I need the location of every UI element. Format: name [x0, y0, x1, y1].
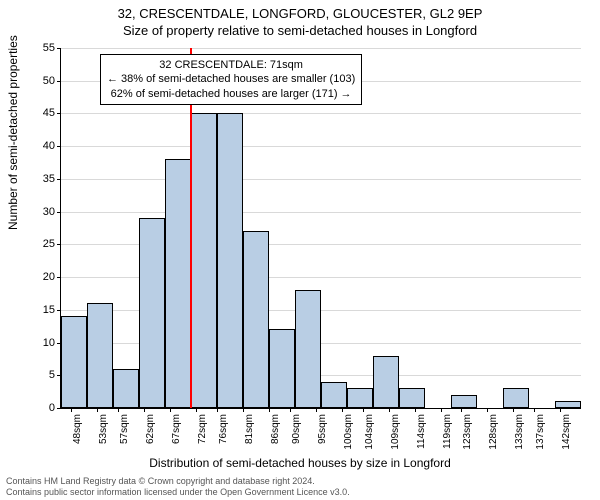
annotation-line1: 32 CRESCENTDALE: 71sqm [107, 58, 355, 72]
histogram-bar [243, 231, 269, 408]
xtick-mark [290, 408, 291, 412]
xtick-mark [487, 408, 488, 412]
xtick-label: 95sqm [317, 414, 328, 454]
title-line1: 32, CRESCENTDALE, LONGFORD, GLOUCESTER, … [0, 0, 600, 21]
ytick-label: 40 [43, 140, 55, 152]
xtick-mark [196, 408, 197, 412]
xtick-mark [363, 408, 364, 412]
xtick-label: 137sqm [535, 414, 546, 454]
xtick-mark [342, 408, 343, 412]
histogram-bar [399, 388, 425, 408]
gridline [61, 179, 581, 180]
xtick-label: 76sqm [218, 414, 229, 454]
ytick-label: 55 [43, 42, 55, 54]
histogram-bar [191, 113, 217, 408]
xtick-mark [415, 408, 416, 412]
xtick-label: 114sqm [416, 414, 427, 454]
x-axis-label: Distribution of semi-detached houses by … [0, 456, 600, 470]
histogram-bar [165, 159, 191, 408]
ytick-mark [57, 146, 61, 147]
xtick-mark [513, 408, 514, 412]
xtick-label: 104sqm [364, 414, 375, 454]
xtick-label: 81sqm [244, 414, 255, 454]
xtick-mark [217, 408, 218, 412]
xtick-mark [71, 408, 72, 412]
chart-area: 32 CRESCENTDALE: 71sqm ← 38% of semi-det… [60, 48, 580, 408]
xtick-mark [534, 408, 535, 412]
xtick-label: 48sqm [72, 414, 83, 454]
histogram-bar [295, 290, 321, 408]
ytick-label: 0 [49, 402, 55, 414]
annotation-box: 32 CRESCENTDALE: 71sqm ← 38% of semi-det… [100, 54, 362, 105]
ytick-label: 30 [43, 206, 55, 218]
xtick-mark [316, 408, 317, 412]
annotation-line3: 62% of semi-detached houses are larger (… [107, 87, 355, 101]
histogram-bar [555, 401, 581, 408]
ytick-mark [57, 212, 61, 213]
xtick-mark [97, 408, 98, 412]
gridline [61, 146, 581, 147]
gridline [61, 48, 581, 49]
ytick-label: 15 [43, 304, 55, 316]
footer-attribution: Contains HM Land Registry data © Crown c… [6, 476, 350, 498]
ytick-label: 35 [43, 173, 55, 185]
xtick-mark [170, 408, 171, 412]
ytick-label: 5 [49, 369, 55, 381]
xtick-mark [144, 408, 145, 412]
xtick-mark [243, 408, 244, 412]
gridline [61, 113, 581, 114]
ytick-label: 50 [43, 75, 55, 87]
histogram-bar [347, 388, 373, 408]
ytick-label: 45 [43, 107, 55, 119]
xtick-label: 72sqm [197, 414, 208, 454]
xtick-label: 100sqm [343, 414, 354, 454]
xtick-mark [441, 408, 442, 412]
histogram-bar [61, 316, 87, 408]
xtick-label: 142sqm [561, 414, 572, 454]
ytick-label: 20 [43, 271, 55, 283]
ytick-label: 10 [43, 337, 55, 349]
xtick-label: 123sqm [462, 414, 473, 454]
ytick-mark [57, 244, 61, 245]
ytick-mark [57, 277, 61, 278]
xtick-label: 57sqm [119, 414, 130, 454]
xtick-mark [461, 408, 462, 412]
xtick-mark [118, 408, 119, 412]
histogram-bar [217, 113, 243, 408]
xtick-label: 119sqm [442, 414, 453, 454]
xtick-label: 62sqm [145, 414, 156, 454]
xtick-label: 86sqm [270, 414, 281, 454]
histogram-bar [373, 356, 399, 408]
xtick-label: 67sqm [171, 414, 182, 454]
xtick-label: 53sqm [98, 414, 109, 454]
title-line2: Size of property relative to semi-detach… [0, 21, 600, 38]
ytick-label: 25 [43, 238, 55, 250]
y-axis-label: Number of semi-detached properties [6, 35, 20, 230]
ytick-mark [57, 81, 61, 82]
xtick-mark [269, 408, 270, 412]
xtick-label: 90sqm [291, 414, 302, 454]
ytick-mark [57, 179, 61, 180]
xtick-mark [560, 408, 561, 412]
xtick-label: 133sqm [514, 414, 525, 454]
histogram-bar [269, 329, 295, 408]
histogram-bar [113, 369, 139, 408]
gridline [61, 212, 581, 213]
xtick-label: 128sqm [488, 414, 499, 454]
ytick-mark [57, 48, 61, 49]
annotation-line2: ← 38% of semi-detached houses are smalle… [107, 72, 355, 86]
xtick-mark [389, 408, 390, 412]
histogram-bar [87, 303, 113, 408]
histogram-bar [451, 395, 477, 408]
ytick-mark [57, 408, 61, 409]
ytick-mark [57, 310, 61, 311]
xtick-label: 109sqm [390, 414, 401, 454]
footer-line1: Contains HM Land Registry data © Crown c… [6, 476, 350, 487]
ytick-mark [57, 113, 61, 114]
footer-line2: Contains public sector information licen… [6, 487, 350, 498]
histogram-bar [139, 218, 165, 408]
histogram-bar [503, 388, 529, 408]
histogram-bar [321, 382, 347, 408]
